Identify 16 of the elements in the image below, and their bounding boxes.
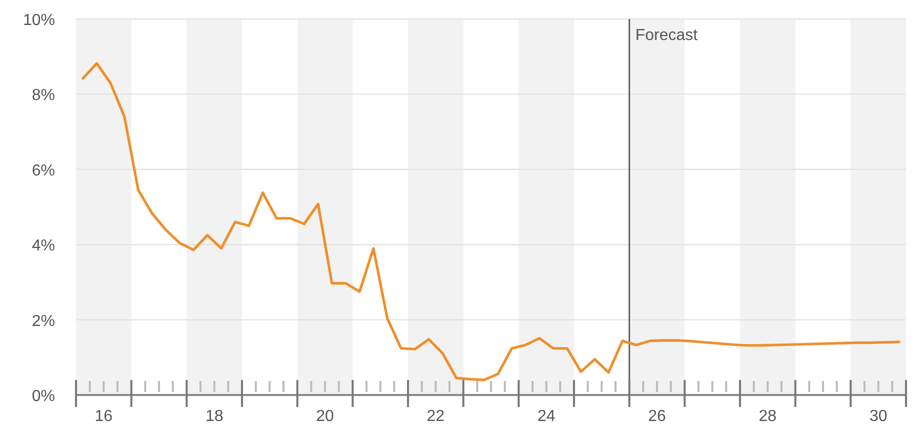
- x-tick-label: 22: [426, 408, 445, 425]
- x-tick-label: 30: [869, 408, 888, 425]
- x-tick-label: 18: [205, 408, 224, 425]
- x-tick-label: 24: [537, 408, 556, 425]
- x-tick-label: 16: [94, 408, 113, 425]
- y-tick-label: 10%: [22, 12, 55, 29]
- y-tick-label: 8%: [32, 87, 55, 104]
- y-tick-label: 6%: [32, 162, 55, 180]
- x-tick-label: 26: [648, 408, 666, 425]
- ref-line-label: Forecast: [635, 27, 698, 44]
- x-tick-label: 20: [316, 408, 334, 425]
- y-tick-label: 0%: [32, 388, 55, 405]
- y-tick-label: 2%: [32, 312, 55, 330]
- line-series: [82, 62, 900, 382]
- y-tick-label: 4%: [32, 238, 55, 255]
- x-tick-label: 28: [758, 408, 777, 425]
